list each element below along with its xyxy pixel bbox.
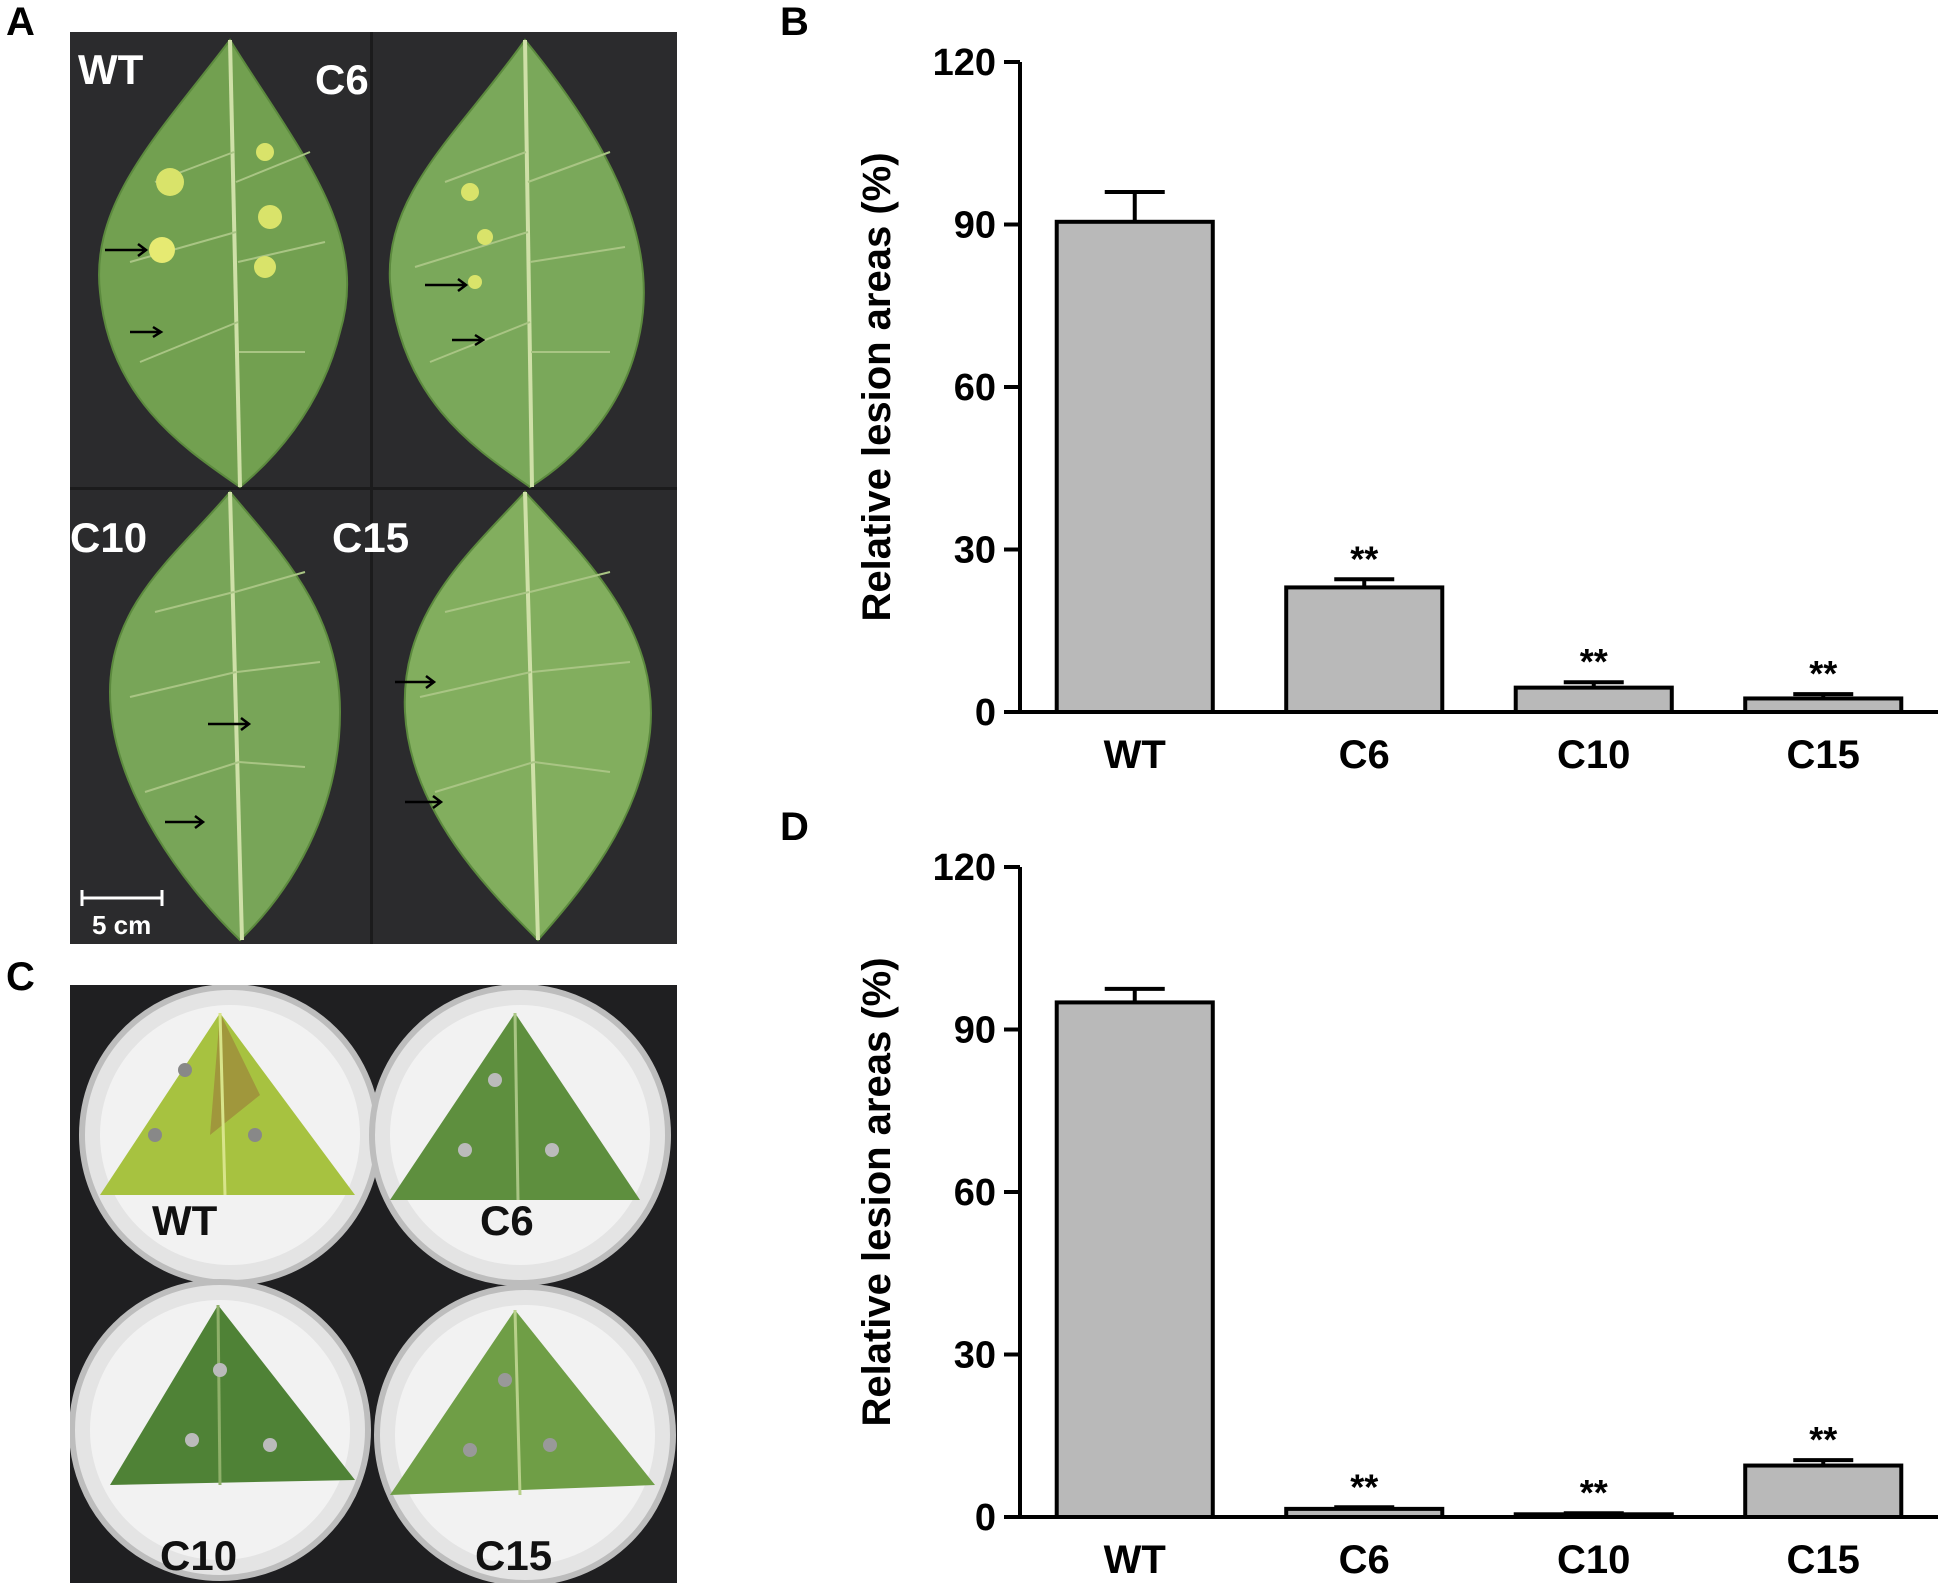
- leaf-c10: [108, 490, 342, 942]
- bar-wt: [1054, 1000, 1215, 1519]
- bar-c15: [1743, 696, 1904, 714]
- leaf-label-wt: WT: [78, 46, 144, 93]
- bar-c10: [1513, 685, 1674, 714]
- chart-b-svg: 0 30 60 90 120 Relative lesion areas (%) WT ** C…: [855, 42, 1938, 777]
- x-tick-label-c15: C15: [1787, 1538, 1860, 1582]
- leaf-photo-a-drawing: WT C6 C10 C15 5 cm: [70, 32, 677, 944]
- panel-label-c: C: [6, 955, 35, 999]
- dish-c10: [70, 1279, 371, 1581]
- dish-label-c15: C15: [475, 1532, 552, 1579]
- bar-wt: [1054, 219, 1215, 715]
- significance-marker-c10: **: [1580, 1472, 1608, 1513]
- y-tick-label: 120: [933, 42, 996, 84]
- leaf-label-c15: C15: [332, 514, 409, 561]
- dish-label-c10: C10: [160, 1532, 237, 1579]
- significance-marker-c6: **: [1350, 1466, 1378, 1507]
- chart-b: 0 30 60 90 120 Relative lesion areas (%) WT ** C…: [850, 40, 1945, 790]
- petri-dish-photo-c-drawing: WT C6 C10 C15: [70, 985, 677, 1583]
- x-tick-label-c10: C10: [1557, 1538, 1630, 1582]
- panel-label-a: A: [6, 0, 35, 44]
- significance-marker-c15: **: [1809, 1419, 1837, 1460]
- y-axis-title: Relative lesion areas (%): [855, 152, 899, 621]
- x-tick-label-c6: C6: [1339, 733, 1390, 777]
- bar-c15: [1743, 1463, 1904, 1520]
- leaf-c15: [395, 490, 652, 942]
- leaf-c6: [388, 38, 645, 489]
- petri-dish-photo-panel-c: WT C6 C10 C15: [70, 985, 677, 1583]
- y-tick-label: 30: [954, 530, 996, 572]
- dish-label-c6: C6: [480, 1197, 534, 1244]
- panel-label-b: B: [780, 0, 809, 44]
- leaf-wt: [98, 38, 349, 489]
- x-tick-label-c15: C15: [1787, 733, 1860, 777]
- panel-label-d: D: [780, 805, 809, 849]
- bar-c6: [1284, 585, 1445, 715]
- significance-marker-c15: **: [1809, 653, 1837, 694]
- dish-wt: [79, 985, 381, 1286]
- x-tick-label-c10: C10: [1557, 733, 1630, 777]
- y-tick-label: 120: [933, 847, 996, 889]
- x-tick-label-c6: C6: [1339, 1538, 1390, 1582]
- leaf-photo-panel-a: WT C6 C10 C15 5 cm: [70, 32, 677, 944]
- chart-d-svg: 0 30 60 90 120 Relative lesion areas (%) WT ** C…: [855, 847, 1938, 1582]
- bar-c6: [1284, 1506, 1445, 1519]
- significance-marker-c6: **: [1350, 538, 1378, 579]
- chart-d: 0 30 60 90 120 Relative lesion areas (%) WT ** C…: [850, 845, 1945, 1586]
- y-tick-label: 30: [954, 1335, 996, 1377]
- scale-bar: [80, 890, 164, 906]
- y-tick-label: 90: [954, 1010, 996, 1052]
- dish-label-wt: WT: [152, 1197, 218, 1244]
- y-tick-label: 0: [975, 1497, 996, 1539]
- leaf-label-c10: C10: [70, 514, 147, 561]
- y-tick-label: 0: [975, 692, 996, 734]
- x-tick-label-wt: WT: [1104, 1538, 1166, 1582]
- y-tick-label: 60: [954, 1172, 996, 1214]
- leaf-label-c6: C6: [315, 56, 369, 103]
- x-tick-label-wt: WT: [1104, 733, 1166, 777]
- y-tick-label: 90: [954, 205, 996, 247]
- dish-c15: [374, 1284, 676, 1583]
- y-tick-label: 60: [954, 367, 996, 409]
- significance-marker-c10: **: [1580, 641, 1608, 682]
- dish-c6: [369, 985, 671, 1286]
- scale-bar-label: 5 cm: [92, 910, 151, 940]
- y-axis-title: Relative lesion areas (%): [855, 957, 899, 1426]
